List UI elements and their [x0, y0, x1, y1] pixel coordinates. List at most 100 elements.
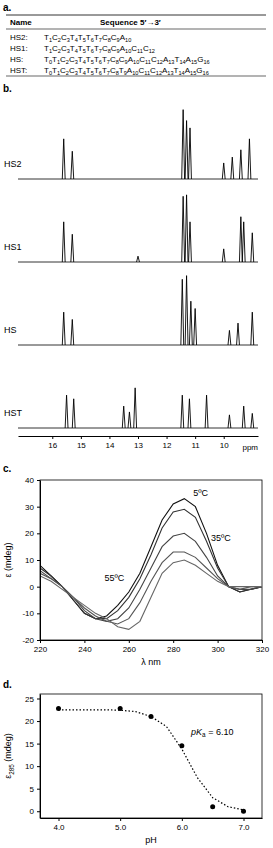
- peak: [71, 234, 74, 262]
- peak: [185, 195, 188, 262]
- peak: [251, 233, 254, 262]
- peak: [231, 157, 234, 179]
- series-line: [40, 560, 262, 629]
- series-line: [40, 509, 262, 618]
- axis-line: [40, 695, 41, 819]
- spectrum: [18, 276, 258, 345]
- tick: 11: [191, 436, 200, 450]
- peak: [185, 276, 188, 345]
- spectrum: [18, 110, 258, 179]
- tick-label: 320: [256, 645, 270, 654]
- point: [210, 804, 215, 809]
- peak: [248, 139, 251, 179]
- tick: 0: [30, 807, 40, 816]
- annotation: pKa = 6.10: [190, 727, 233, 739]
- peak: [237, 323, 240, 345]
- peak: [205, 395, 208, 428]
- tick: 15: [77, 436, 86, 450]
- tick-mark: [262, 640, 263, 643]
- tick-label: -10: [22, 609, 34, 618]
- tick-label: 20: [25, 529, 34, 538]
- peak: [222, 249, 225, 262]
- tick-label: 300: [211, 645, 225, 654]
- panel-label: d.: [3, 679, 12, 690]
- position: 16: [203, 70, 209, 76]
- peak: [228, 415, 231, 428]
- plot-area: [18, 110, 258, 428]
- tick-mark: [37, 699, 40, 700]
- tick-mark: [37, 640, 40, 641]
- peak: [194, 309, 197, 346]
- plot-frame: [40, 480, 262, 640]
- series-line: [59, 710, 244, 810]
- tick: 13: [134, 436, 143, 450]
- tick-mark: [173, 640, 174, 643]
- peak: [62, 222, 65, 262]
- tick: 16: [48, 436, 57, 450]
- peak: [222, 163, 225, 179]
- plot-area: [40, 499, 262, 630]
- tick-mark: [37, 560, 40, 561]
- row-name: HS1:: [10, 44, 28, 53]
- tick-label: 0: [30, 583, 35, 592]
- tick: 15: [25, 740, 40, 749]
- tick: 0: [30, 583, 40, 592]
- peak: [182, 110, 185, 179]
- peak: [185, 121, 188, 179]
- peak: [71, 151, 74, 179]
- series-line: [40, 499, 262, 619]
- series-label: HS1: [4, 242, 22, 252]
- tick-mark: [37, 587, 40, 588]
- annotation: 5ºC: [193, 488, 208, 498]
- tick: 4.0: [53, 818, 65, 832]
- peak: [188, 399, 191, 428]
- tick: 320: [256, 640, 270, 654]
- peak: [134, 388, 137, 428]
- x-axis-title: pH: [145, 835, 157, 845]
- tick-label: 15: [77, 441, 86, 450]
- position: 10: [125, 37, 131, 43]
- axis-line: [41, 640, 263, 641]
- tick: -10: [22, 609, 40, 618]
- tick-mark: [59, 818, 60, 821]
- figure: a.NameSequence 5′→3′HS2:T1C2C3T4T5T6T7C8…: [0, 0, 273, 848]
- peak: [189, 222, 192, 262]
- peak: [239, 150, 242, 179]
- tick: 260: [123, 640, 137, 654]
- position: 16: [203, 59, 209, 65]
- tick: 25: [25, 695, 40, 704]
- sequence: T0T1C2C3T4T5T6T7C8T9A10C11C12A13T14A15G1…: [44, 66, 209, 76]
- peak: [189, 128, 192, 179]
- tick-mark: [37, 744, 40, 745]
- peak: [181, 279, 184, 345]
- table-header: Sequence 5′→3′: [100, 18, 161, 27]
- tick-mark: [195, 436, 196, 439]
- tick-label: 10: [25, 556, 34, 565]
- tick-label: 30: [25, 503, 34, 512]
- y-axis-title: ε (mdeg): [3, 542, 13, 577]
- tick: 10: [25, 762, 40, 771]
- tick-label: 25: [25, 695, 34, 704]
- tick-label: 10: [220, 441, 229, 450]
- tick: 280: [167, 640, 181, 654]
- tick-label: 6.0: [177, 823, 189, 832]
- tick-mark: [129, 640, 130, 643]
- tick-mark: [109, 436, 110, 439]
- position: 12: [149, 48, 155, 54]
- series-label: HST: [4, 408, 23, 418]
- axis: 4.05.06.07.0: [41, 818, 263, 832]
- tick-mark: [37, 480, 40, 481]
- series-label: HS2: [4, 159, 22, 169]
- tick: 240: [78, 640, 92, 654]
- sequence: T1C2C3T4T5T6T7C8C9A10C11C12: [44, 44, 155, 54]
- sequence: T0T1C2C3T4T5T6T7C8C9A10C11C12A13T14A15G1…: [44, 55, 210, 65]
- peak: [122, 406, 125, 428]
- plot-area: [56, 706, 246, 814]
- series-line: [40, 552, 262, 624]
- text-part: (mdeg): [3, 733, 13, 764]
- panel-label: b.: [3, 83, 12, 94]
- tick: 40: [25, 476, 40, 485]
- tick-label: 15: [25, 740, 34, 749]
- annotation: 35ºC: [211, 533, 231, 543]
- tick-mark: [138, 436, 139, 439]
